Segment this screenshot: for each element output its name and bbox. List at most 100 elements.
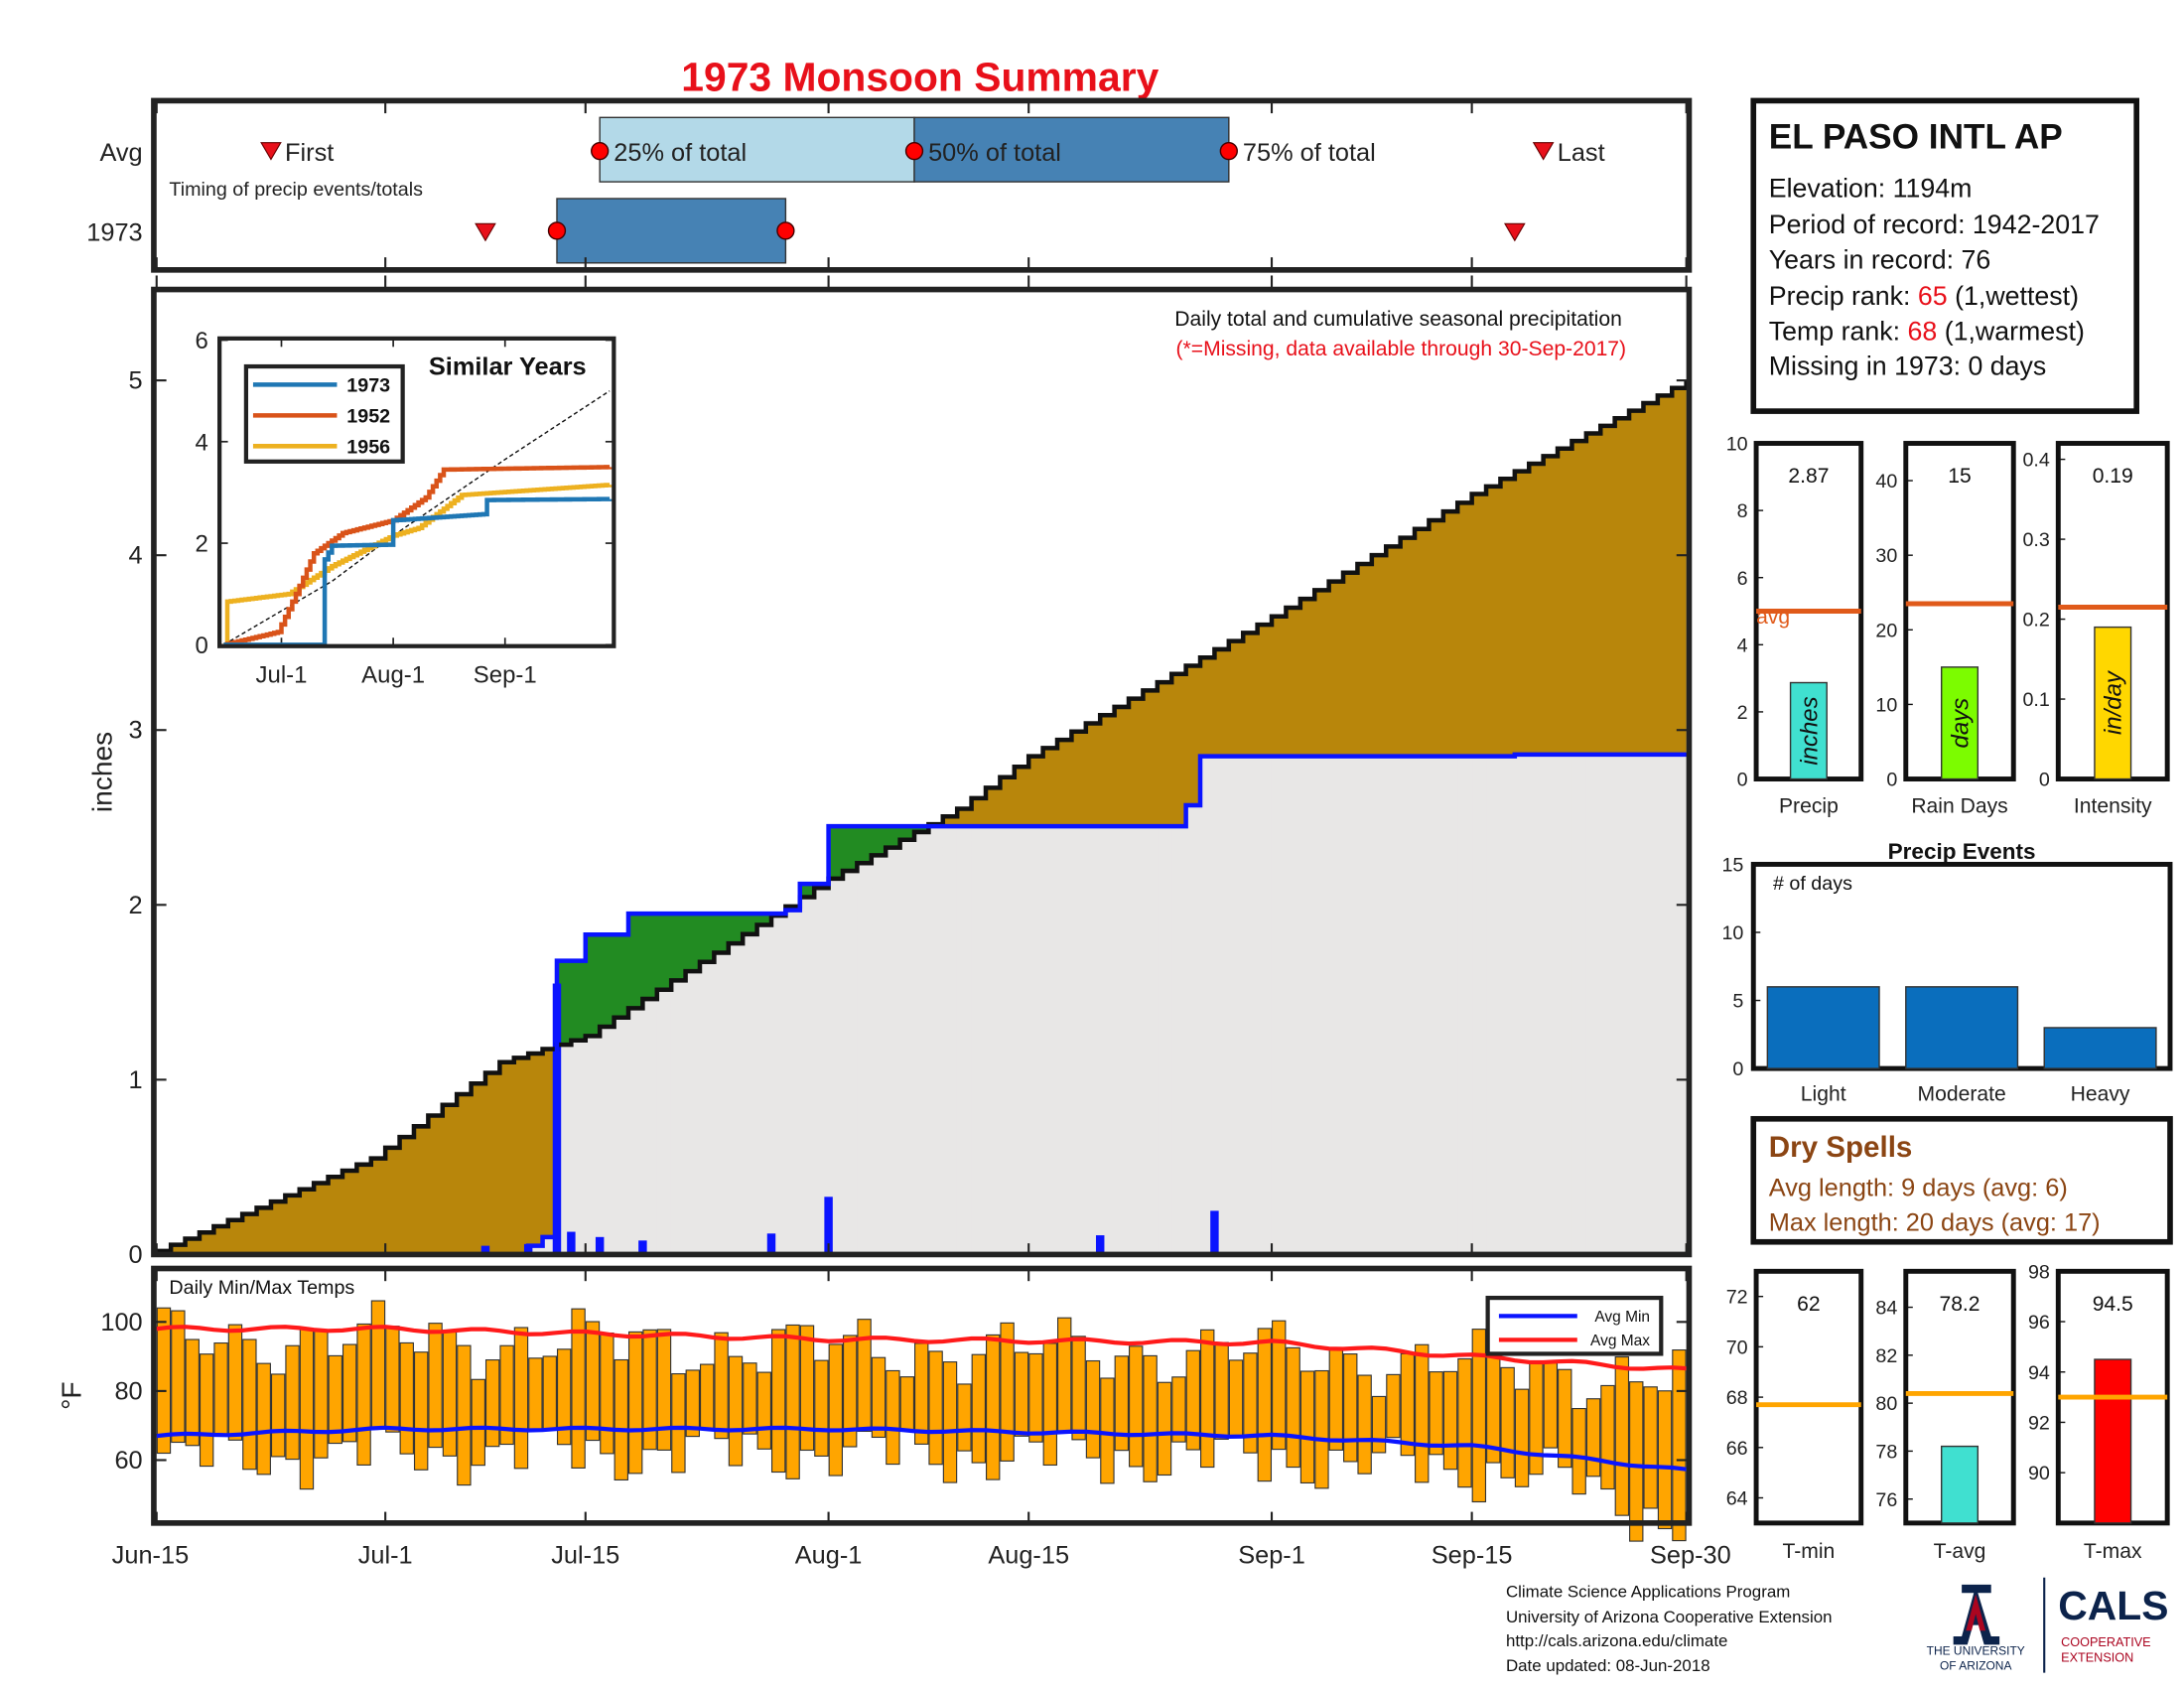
precip-events-panel: Precip Events Light Moderate Heavy 0 5 10 15 #…: [1721, 839, 2173, 1105]
daily-temp-bar: [627, 1331, 643, 1475]
daily-temp-bar: [1657, 1390, 1673, 1530]
year-25-50-box: [556, 198, 787, 264]
daily-temp-bar: [1272, 1320, 1287, 1451]
dry-spells-avg: Avg length: 9 days (avg: 6): [1769, 1174, 2068, 1201]
date-tick-label: Sep-15: [1432, 1542, 1513, 1570]
daily-temp-bar: [328, 1354, 342, 1445]
events-y-tick-label: 0: [1732, 1058, 1743, 1080]
year-first-marker: [475, 222, 496, 242]
avg-percentile-marker: [1219, 141, 1238, 161]
mini-panel-xlabel: T-min: [1783, 1540, 1836, 1563]
daily-temp-bar: [928, 1350, 943, 1466]
precip-plot: [156, 380, 1689, 1257]
daily-temp-bar: [1500, 1366, 1515, 1478]
events-title: Precip Events: [1888, 839, 2036, 864]
dry-spells-title: Dry Spells: [1769, 1131, 1913, 1164]
daily-temp-bar: [285, 1344, 300, 1461]
ua-a-inner: [1966, 1594, 1986, 1631]
temps-y-tick-label: 80: [114, 1377, 142, 1405]
mini-panel-bar: [2094, 626, 2132, 780]
mini-panel-tick-label: 78: [1875, 1441, 1897, 1463]
mini-panel-bar: [1940, 666, 1979, 780]
daily-temp-bar: [556, 1348, 572, 1446]
daily-temp-bar: [1558, 1368, 1572, 1469]
daily-temp-bar: [314, 1330, 329, 1459]
year-50-marker: [776, 221, 795, 240]
mini-panel-tick-label: 20: [1875, 620, 1897, 641]
daily-temp-bar: [1357, 1374, 1372, 1475]
inset-series-line-1952: [223, 465, 613, 647]
mini-panel-bar: [1789, 681, 1828, 780]
inset-legend-label: 1973: [346, 374, 390, 396]
mini-panel-xlabel: T-avg: [1934, 1540, 1986, 1563]
daily-temp-bar: [1286, 1346, 1300, 1469]
events-y-label: # of days: [1773, 873, 1852, 895]
timing-subtitle: Timing of precip events/totals: [169, 179, 423, 201]
mini-panel-tick-label: 0.1: [2022, 689, 2049, 711]
dry-spells-max: Max length: 20 days (avg: 17): [1769, 1208, 2101, 1236]
daily-temp-bar: [1600, 1384, 1615, 1490]
precip-frame: [151, 286, 1693, 1258]
footer-line-2: University of Arizona Cooperative Extens…: [1506, 1608, 1833, 1626]
daily-temp-bar: [385, 1326, 400, 1433]
event-category-label: Heavy: [2071, 1082, 2130, 1105]
daily-temp-bar: [914, 1342, 929, 1445]
inset-y-tick-label: 2: [196, 531, 208, 558]
cals-wordmark: CALS: [2058, 1583, 2168, 1628]
daily-temp-bar: [642, 1329, 657, 1451]
daily-temp-bar: [1100, 1377, 1115, 1484]
mini-panel-tick-label: 10: [1726, 434, 1748, 456]
events-plot: Light Moderate Heavy 0 5 10 15: [1721, 854, 2173, 1105]
avg-max-line: [156, 1325, 1687, 1371]
mini-panel-tick-label: 0.2: [2022, 610, 2049, 632]
precip-note: Daily total and cumulative seasonal prec…: [1174, 308, 1622, 331]
events-y-tick-label: 5: [1732, 991, 1743, 1013]
daily-temp-bar: [1643, 1386, 1658, 1509]
avg-cumulative-line: [156, 380, 1689, 1254]
daily-temp-bar: [156, 1307, 172, 1455]
events-y-tick-label: 10: [1721, 922, 1743, 944]
daily-temp-bar: [1386, 1373, 1401, 1439]
daily-temp-bar: [256, 1362, 271, 1476]
event-bar: [1905, 986, 2019, 1069]
temps-panel: 60 80 100 Daily Min/Max Temps °F Avg Min A…: [57, 1265, 1693, 1542]
daily-temp-bar: [1471, 1329, 1487, 1503]
avg-percentile-label: 75% of total: [1243, 139, 1376, 167]
temps-y-tick-label: 100: [100, 1309, 142, 1337]
mini-panel-tick-label: 0: [2039, 770, 2050, 791]
date-tick-label: Jul-1: [358, 1542, 413, 1570]
station-frame: [1750, 97, 2140, 414]
mini-panel-tick-label: 64: [1726, 1488, 1748, 1510]
mini-panel-tick-label: 30: [1875, 545, 1897, 567]
dry-spells-box: Dry Spells Avg length: 9 days (avg: 6) M…: [1750, 1115, 2173, 1245]
timing-row-year: 1973: [86, 218, 142, 246]
temps-plot: [156, 1300, 1687, 1542]
mini-panel-tick-label: 0.3: [2022, 529, 2049, 551]
daily-temp-bar: [1442, 1370, 1458, 1471]
mini-panel-tick-label: 2: [1737, 702, 1748, 724]
dry-spells-frame: [1750, 1115, 2173, 1245]
mini-panel-value: 15: [1948, 465, 1971, 488]
daily-temp-bar: [1400, 1352, 1416, 1457]
avg-min-legend-label: Avg Min: [1594, 1309, 1650, 1326]
precip-y-tick-label: 3: [129, 717, 143, 745]
inset-y-tick-label: 0: [196, 633, 208, 659]
daily-temp-bar: [871, 1356, 887, 1439]
daily-temp-bar: [428, 1323, 443, 1449]
daily-temp-bar: [1114, 1355, 1130, 1452]
events-y-tick-label: 15: [1721, 854, 1743, 876]
station-precip-rank: Precip rank: 65 (1,wettest): [1769, 281, 2079, 311]
mini-panel-tick-label: 72: [1726, 1287, 1748, 1309]
date-tick-label: Jul-15: [551, 1542, 619, 1570]
daily-temp-bar: [1000, 1322, 1015, 1462]
daily-temp-bar: [1243, 1352, 1258, 1454]
daily-temp-bar: [1228, 1359, 1244, 1437]
mini-panel-tick-label: 0: [1737, 770, 1748, 791]
date-tick-label: Aug-15: [988, 1542, 1069, 1570]
daily-temp-bar: [471, 1378, 485, 1467]
daily-precip-bar: [480, 1245, 490, 1255]
daily-temp-bar: [743, 1362, 757, 1435]
daily-temp-bar: [1171, 1376, 1186, 1443]
